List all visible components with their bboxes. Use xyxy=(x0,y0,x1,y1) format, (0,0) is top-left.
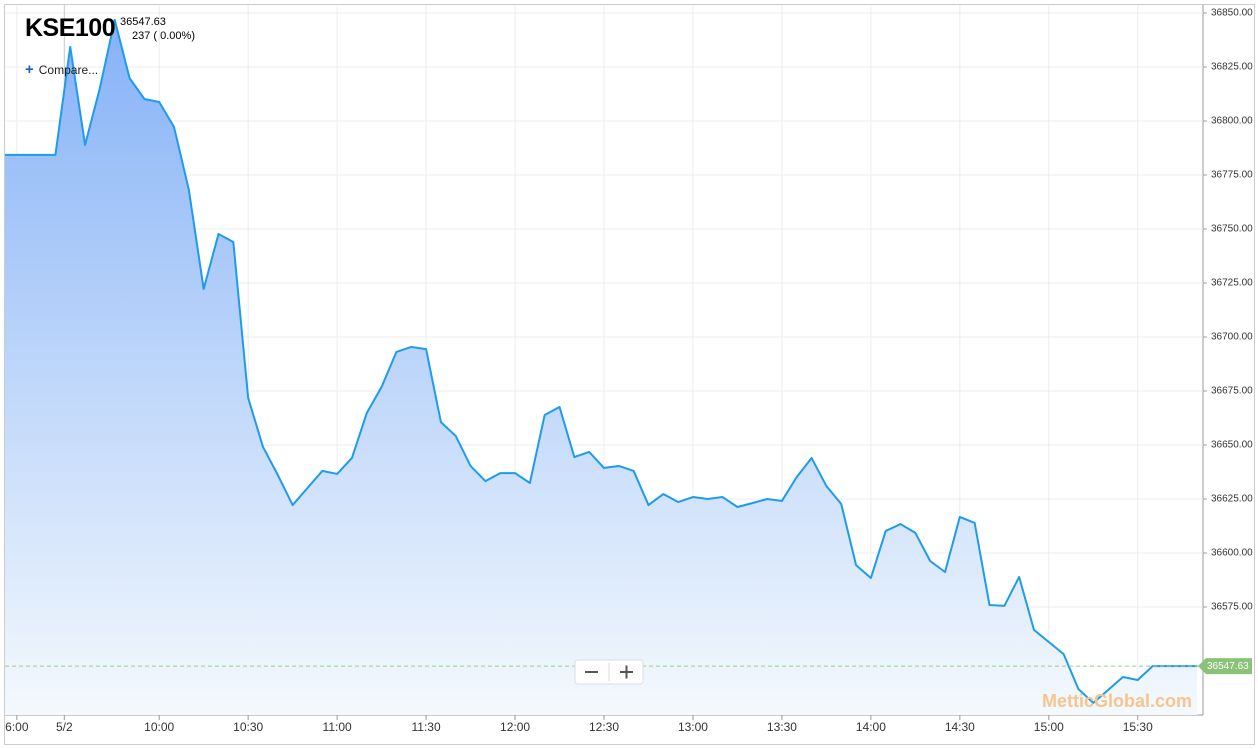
y-tick-label: 36650.00 xyxy=(1211,440,1253,451)
y-tick-label: 36775.00 xyxy=(1211,170,1253,181)
symbol: KSE100 xyxy=(25,14,116,42)
y-tick-label: 36675.00 xyxy=(1211,386,1253,397)
y-tick-label: 36625.00 xyxy=(1211,494,1253,505)
x-tick-label: 5/2 xyxy=(56,720,73,734)
x-tick-label: 13:00 xyxy=(678,720,708,734)
price: 36547.63 xyxy=(120,16,166,28)
x-tick-label: 14:30 xyxy=(945,720,975,734)
last-price-label: 36547.63 xyxy=(1207,661,1249,672)
x-tick-label: 13:30 xyxy=(767,720,797,734)
watermark: MetticGlobal.com xyxy=(1042,691,1192,711)
x-tick-label: 10:30 xyxy=(233,720,263,734)
x-tick-label: 11:00 xyxy=(323,720,352,734)
y-tick-label: 36700.00 xyxy=(1211,332,1253,343)
y-tick-label: 36825.00 xyxy=(1211,62,1253,73)
x-tick-label: 10:00 xyxy=(144,720,174,734)
y-tick-label: 36600.00 xyxy=(1211,548,1253,559)
y-tick-label: 36725.00 xyxy=(1211,278,1253,289)
y-tick-label: 36750.00 xyxy=(1211,224,1253,235)
frame xyxy=(4,4,1255,745)
y-tick-label: 36575.00 xyxy=(1211,602,1253,613)
x-tick-label: 15:30 xyxy=(1123,720,1153,734)
line xyxy=(5,18,1198,704)
change: 237 ( 0.00%) xyxy=(132,30,195,42)
x-tick-label: 14:00 xyxy=(856,720,886,734)
compare-button[interactable]: + Compare... xyxy=(25,61,98,78)
plus-icon: + xyxy=(25,61,34,78)
last-price-tag xyxy=(1198,658,1252,675)
zoom-in[interactable] xyxy=(620,665,633,679)
y-tick-label: 36800.00 xyxy=(1211,116,1253,127)
zoom-controls xyxy=(574,659,644,685)
x-tick-label: 11:30 xyxy=(412,720,441,734)
x-tick-label: 6:00 xyxy=(5,720,29,734)
x-tick-label: 15:00 xyxy=(1034,720,1064,734)
area xyxy=(5,19,1198,715)
x-tick-label: 12:30 xyxy=(589,720,619,734)
y-tick-label: 36850.00 xyxy=(1211,8,1253,19)
x-tick-label: 12:00 xyxy=(500,720,530,734)
compare-label: Compare... xyxy=(38,63,99,77)
